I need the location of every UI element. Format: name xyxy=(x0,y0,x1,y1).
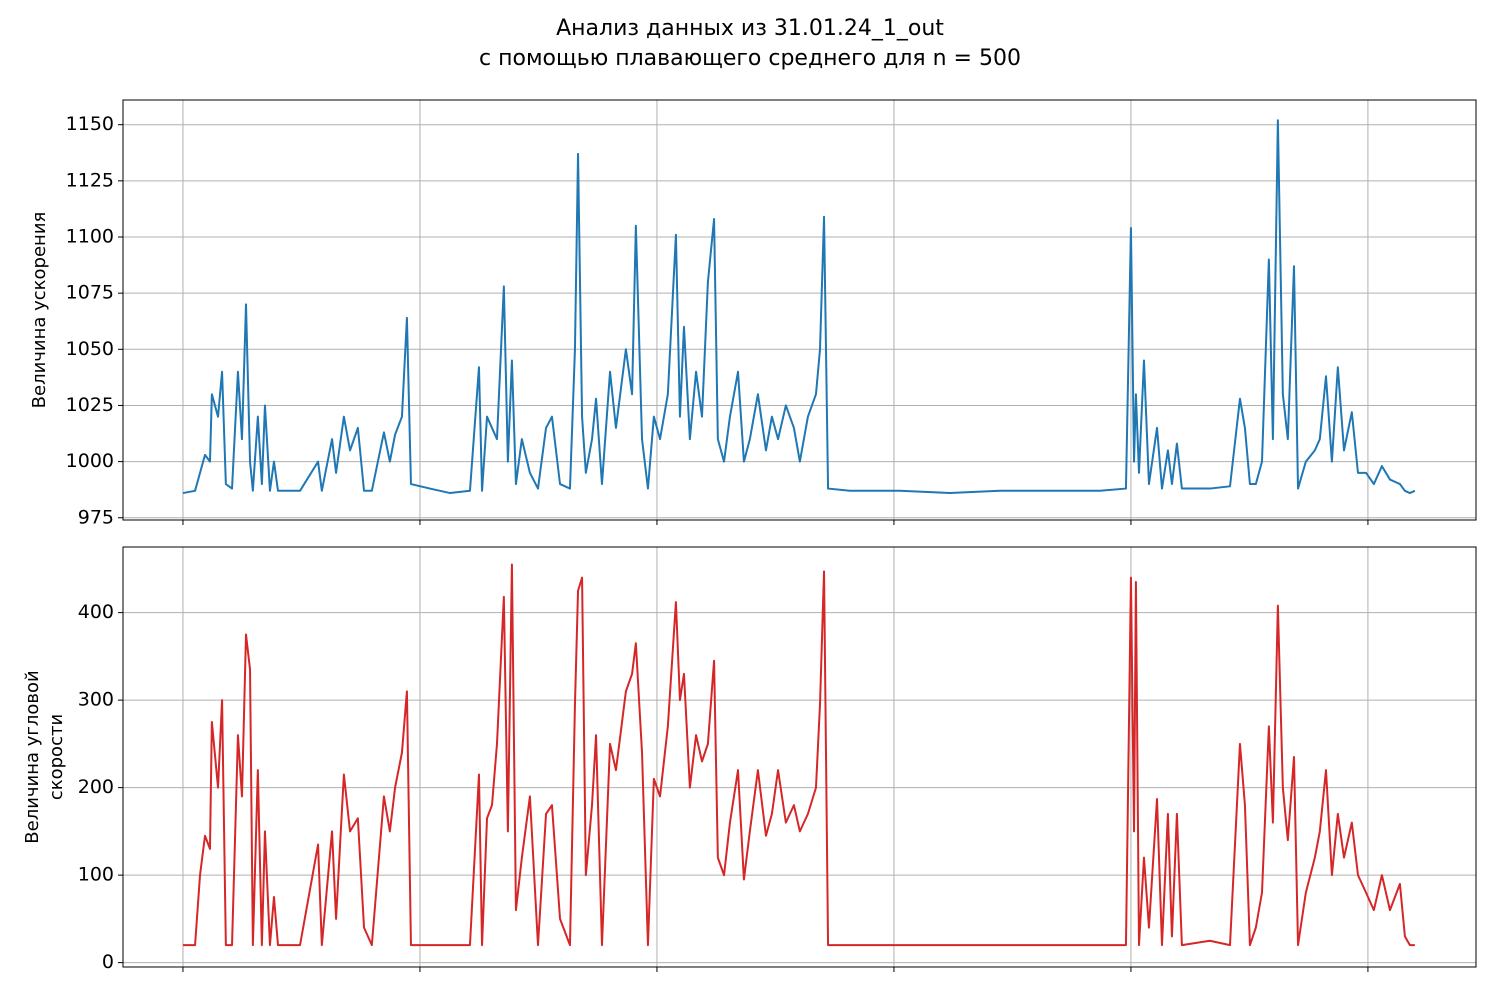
y-tick-label: 400 xyxy=(78,601,114,623)
y-tick-label: 300 xyxy=(78,689,114,711)
y-axis-label: скорости xyxy=(46,714,67,800)
y-axis-label: Величина угловой xyxy=(22,670,43,843)
y-tick-label: 1000 xyxy=(66,450,114,472)
axes-frame xyxy=(122,99,1477,521)
title-line: Анализ данных из 31.01.24_1_out xyxy=(556,16,944,41)
data-line xyxy=(182,563,1415,947)
y-tick-label: 975 xyxy=(78,506,114,528)
y-tick-label: 0 xyxy=(102,951,114,973)
y-tick-label: 1050 xyxy=(66,338,114,360)
y-tick-label: 1100 xyxy=(66,226,114,248)
y-tick-label: 200 xyxy=(78,776,114,798)
y-tick-label: 1125 xyxy=(66,169,114,191)
y-axis-label: Величина ускорения xyxy=(29,212,50,409)
title-line: с помощью плавающего среднего для n = 50… xyxy=(479,46,1021,71)
y-tick-label: 100 xyxy=(78,864,114,886)
y-tick-label: 1025 xyxy=(66,394,114,416)
y-tick-label: 1075 xyxy=(66,282,114,304)
axes-frame xyxy=(122,546,1477,968)
y-tick-label: 1150 xyxy=(66,113,114,135)
data-line xyxy=(182,119,1416,495)
